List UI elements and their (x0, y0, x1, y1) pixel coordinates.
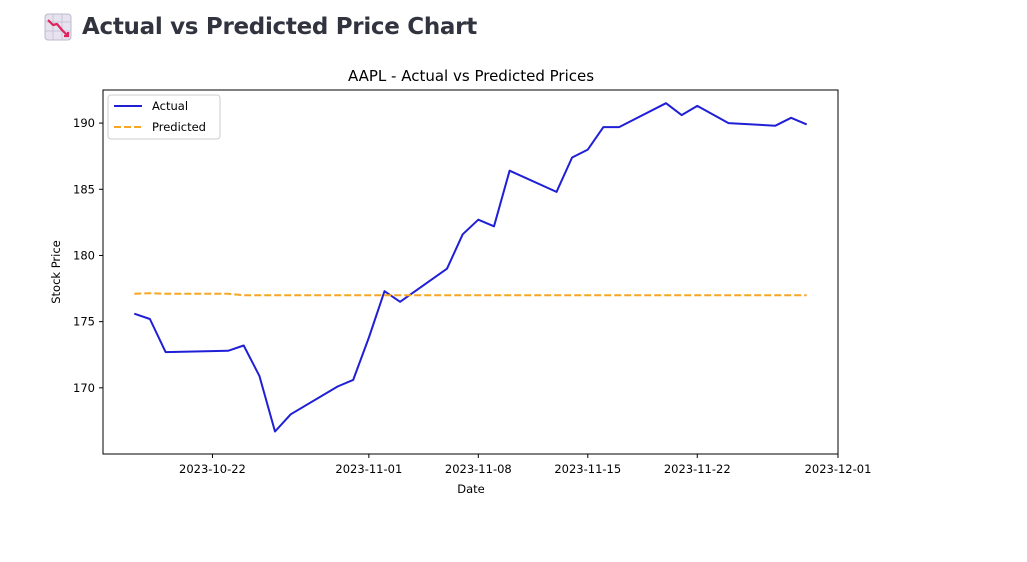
y-tick-label: 180 (73, 248, 95, 262)
x-axis-label: Date (457, 482, 485, 496)
y-axis: 170 175 180 185 190 (73, 116, 103, 395)
series-layer (133, 102, 808, 433)
y-axis-label: Stock Price (49, 240, 63, 304)
x-tick-label: 2023-11-08 (445, 462, 512, 476)
legend: Actual Predicted (107, 94, 221, 140)
legend-label-predicted: Predicted (152, 120, 206, 134)
series-line-actual (133, 102, 808, 433)
y-tick-label: 185 (73, 182, 95, 196)
plot-area-frame (102, 89, 839, 455)
chart-title: AAPL - Actual vs Predicted Prices (348, 67, 594, 85)
legend-label-actual: Actual (152, 99, 188, 113)
x-tick-label: 2023-10-22 (179, 462, 246, 476)
chart-decreasing-icon (44, 13, 72, 41)
x-tick-label: 2023-11-15 (554, 462, 621, 476)
y-tick-label: 170 (73, 381, 95, 395)
x-tick-label: 2023-12-01 (805, 462, 872, 476)
page-title: Actual vs Predicted Price Chart (82, 14, 477, 40)
x-axis: 2023-10-22 2023-11-01 2023-11-08 2023-11-15… (179, 454, 871, 476)
page-header: Actual vs Predicted Price Chart (44, 8, 477, 46)
y-tick-label: 190 (73, 116, 95, 130)
y-tick-label: 175 (73, 315, 95, 329)
x-tick-label: 2023-11-01 (335, 462, 402, 476)
x-tick-label: 2023-11-22 (664, 462, 731, 476)
series-line-predicted (134, 292, 807, 297)
